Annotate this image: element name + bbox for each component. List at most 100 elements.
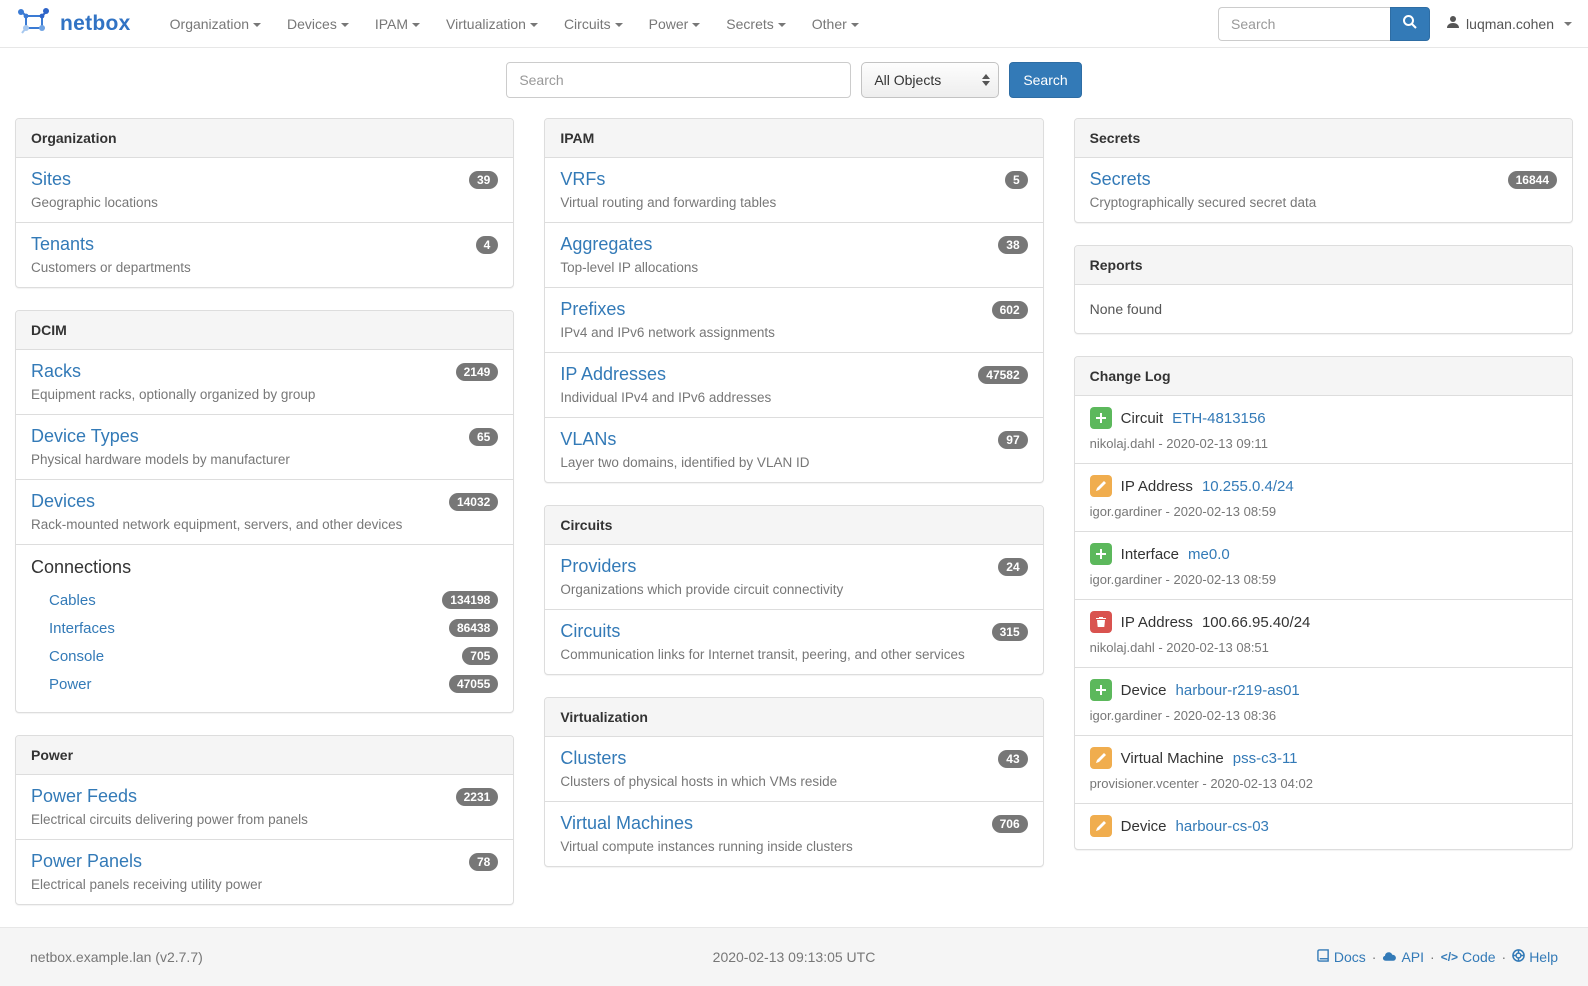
link-vrfs[interactable]: VRFs bbox=[560, 169, 606, 189]
count-badge: 38 bbox=[998, 236, 1028, 254]
docs-link[interactable]: Docs bbox=[1317, 949, 1366, 965]
menu-label: Devices bbox=[287, 15, 337, 32]
api-link[interactable]: API bbox=[1382, 949, 1424, 965]
link-racks[interactable]: Racks bbox=[31, 361, 82, 381]
link-power-panels[interactable]: Power Panels bbox=[31, 851, 143, 871]
link-ip-addresses[interactable]: IP Addresses bbox=[560, 364, 667, 384]
footer-link-label: Help bbox=[1529, 949, 1558, 965]
user-menu[interactable]: luqman.cohen bbox=[1446, 15, 1572, 32]
footer-link-label: API bbox=[1401, 949, 1425, 965]
page-footer: netbox.example.lan (v2.7.7) 2020-02-13 0… bbox=[0, 927, 1588, 986]
global-search-button[interactable]: Search bbox=[1009, 62, 1082, 98]
object-type: Circuit bbox=[1120, 409, 1164, 427]
code-icon: </> bbox=[1440, 950, 1459, 964]
menu-ipam[interactable]: IPAM bbox=[362, 2, 433, 46]
link-virtual-machines[interactable]: Virtual Machines bbox=[560, 813, 694, 833]
list-item: 315 Circuits Communication links for Int… bbox=[545, 609, 1043, 674]
chevron-down-icon bbox=[777, 22, 786, 27]
changelog-meta: nikolaj.dahl - 2020-02-13 08:51 bbox=[1089, 640, 1269, 655]
item-desc: Layer two domains, identified by VLAN ID bbox=[560, 455, 810, 470]
panel-title: Circuits bbox=[545, 506, 1043, 545]
object-type: Interface bbox=[1120, 545, 1180, 563]
menu-virtualization[interactable]: Virtualization bbox=[433, 2, 551, 46]
link-device-types[interactable]: Device Types bbox=[31, 426, 139, 446]
link-devices[interactable]: Devices bbox=[31, 491, 96, 511]
link-sites[interactable]: Sites bbox=[31, 169, 72, 189]
code-link[interactable]: </> Code bbox=[1441, 949, 1496, 965]
chevron-down-icon bbox=[412, 22, 421, 27]
object-type: Virtual Machine bbox=[1120, 749, 1224, 767]
list-item: 706 Virtual Machines Virtual compute ins… bbox=[545, 801, 1043, 866]
footer-hostname: netbox.example.lan (v2.7.7) bbox=[30, 949, 203, 965]
navbar-search bbox=[1218, 6, 1431, 41]
link-providers[interactable]: Providers bbox=[560, 556, 637, 576]
link-tenants[interactable]: Tenants bbox=[31, 234, 95, 254]
panel-dcim: DCIM 2149 Racks Equipment racks, optiona… bbox=[15, 310, 515, 713]
list-item: 14032 Devices Rack-mounted network equip… bbox=[16, 479, 514, 544]
panel-virtualization: Virtualization 43 Clusters Clusters of p… bbox=[544, 697, 1044, 867]
footer-links: Docs · API · </> Code · Help bbox=[1049, 949, 1558, 965]
navbar-search-input[interactable] bbox=[1218, 6, 1391, 41]
changelog-entry: IP Address 100.66.95.40/24 nikolaj.dahl … bbox=[1074, 599, 1572, 667]
navbar-search-button[interactable] bbox=[1390, 6, 1431, 41]
column-left: Organization 39 Sites Geographic locatio… bbox=[15, 118, 515, 927]
count-badge: 43 bbox=[998, 750, 1028, 768]
menu-power[interactable]: Power bbox=[636, 2, 714, 46]
connections-heading: Connections bbox=[31, 557, 132, 577]
link-clusters[interactable]: Clusters bbox=[560, 748, 627, 768]
item-desc: Physical hardware models by manufacturer bbox=[31, 452, 290, 467]
link-power-feeds[interactable]: Power Feeds bbox=[31, 786, 138, 806]
netbox-logo-icon bbox=[16, 7, 52, 40]
menu-other[interactable]: Other bbox=[799, 2, 872, 46]
link-secrets[interactable]: Secrets bbox=[1089, 169, 1151, 189]
object-link[interactable]: pss-c3-11 bbox=[1232, 749, 1298, 767]
panel-reports: Reports None found bbox=[1073, 245, 1573, 334]
changelog-entry: Virtual Machine pss-c3-11 provisioner.vc… bbox=[1074, 735, 1572, 803]
link-prefixes[interactable]: Prefixes bbox=[560, 299, 626, 319]
menu-circuits[interactable]: Circuits bbox=[551, 2, 636, 46]
panel-title: Virtualization bbox=[545, 698, 1043, 737]
list-item: 602 Prefixes IPv4 and IPv6 network assig… bbox=[545, 287, 1043, 352]
link-power-connections[interactable]: Power bbox=[49, 675, 92, 693]
list-item: Interfaces 86438 bbox=[31, 614, 499, 642]
item-desc: Top-level IP allocations bbox=[560, 260, 699, 275]
object-link[interactable]: harbour-r219-as01 bbox=[1175, 681, 1300, 699]
netbox-logo[interactable]: netbox bbox=[16, 7, 131, 40]
help-link[interactable]: Help bbox=[1512, 949, 1558, 965]
link-circuits[interactable]: Circuits bbox=[560, 621, 621, 641]
list-item: 5 VRFs Virtual routing and forwarding ta… bbox=[545, 158, 1042, 222]
item-desc: Electrical circuits delivering power fro… bbox=[31, 812, 308, 827]
count-badge: 39 bbox=[468, 171, 499, 189]
global-search-input[interactable] bbox=[506, 62, 852, 98]
link-console[interactable]: Console bbox=[49, 647, 105, 665]
object-type: Device bbox=[1120, 681, 1167, 699]
count-badge: 47582 bbox=[978, 366, 1028, 384]
count-badge: 16844 bbox=[1507, 171, 1557, 189]
menu-secrets[interactable]: Secrets bbox=[713, 2, 798, 46]
link-aggregates[interactable]: Aggregates bbox=[560, 234, 653, 254]
menu-label: Secrets bbox=[726, 15, 774, 32]
list-item: 97 VLANs Layer two domains, identified b… bbox=[545, 417, 1043, 482]
count-badge: 86438 bbox=[448, 619, 499, 637]
life-ring-icon bbox=[1512, 949, 1526, 965]
panel-circuits: Circuits 24 Providers Organizations whic… bbox=[544, 505, 1044, 675]
pencil-icon bbox=[1089, 815, 1112, 837]
item-desc: Electrical panels receiving utility powe… bbox=[31, 877, 263, 892]
link-cables[interactable]: Cables bbox=[49, 591, 96, 609]
menu-organization[interactable]: Organization bbox=[157, 2, 274, 46]
count-badge: 47055 bbox=[448, 675, 499, 693]
link-interfaces[interactable]: Interfaces bbox=[49, 619, 115, 637]
object-link[interactable]: me0.0 bbox=[1188, 545, 1230, 563]
list-item: 65 Device Types Physical hardware models… bbox=[16, 414, 514, 479]
menu-devices[interactable]: Devices bbox=[274, 2, 362, 46]
object-link[interactable]: ETH-4813156 bbox=[1172, 409, 1266, 427]
changelog-meta: igor.gardiner - 2020-02-13 08:36 bbox=[1089, 708, 1277, 723]
object-link[interactable]: harbour-cs-03 bbox=[1175, 817, 1269, 835]
object-link[interactable]: 10.255.0.4/24 bbox=[1201, 477, 1294, 495]
link-vlans[interactable]: VLANs bbox=[560, 429, 617, 449]
panel-changelog: Change Log Circuit ETH-4813156 nikolaj.d… bbox=[1073, 356, 1573, 850]
panel-title: Secrets bbox=[1074, 119, 1572, 158]
menu-label: Virtualization bbox=[446, 15, 526, 32]
object-type-select[interactable]: All Objects bbox=[861, 62, 1000, 98]
panel-title: Change Log bbox=[1074, 357, 1572, 396]
